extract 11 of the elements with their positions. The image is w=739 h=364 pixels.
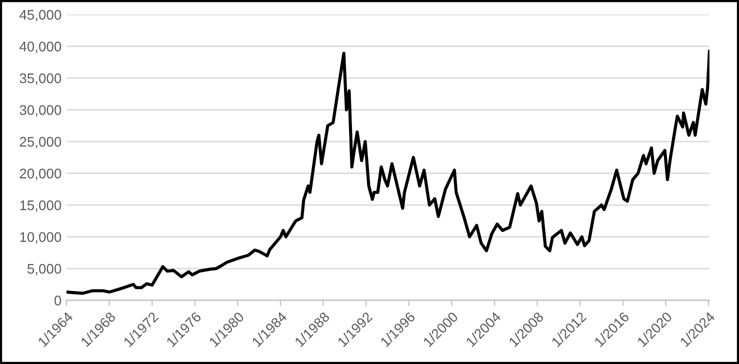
line-series (66, 50, 710, 295)
y-tick-label: 45,000 (19, 10, 62, 22)
y-tick-label: 25,000 (20, 136, 62, 148)
y-tick-label: 20,000 (20, 168, 62, 180)
y-tick-label: 0 (54, 296, 62, 306)
y-tick-label: 40,000 (19, 42, 62, 54)
y-tick-label: 30,000 (20, 105, 62, 117)
y-tick-label: 5,000 (27, 264, 62, 276)
y-tick-label: 10,000 (20, 232, 62, 244)
y-tick-label: 35,000 (20, 73, 62, 85)
y-tick-label: 15,000 (20, 200, 62, 212)
